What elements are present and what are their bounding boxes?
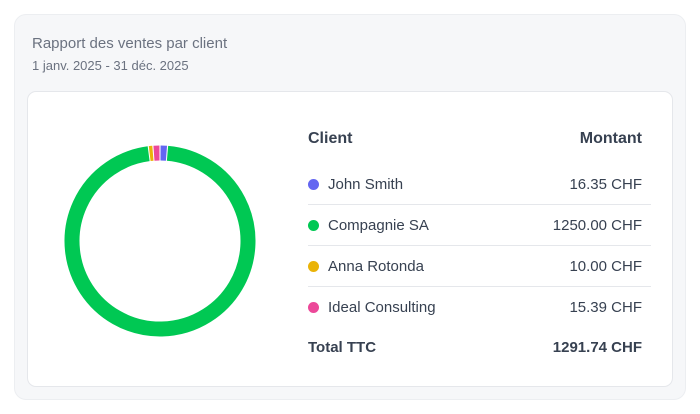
legend-dot bbox=[308, 178, 319, 190]
report-title: Rapport des ventes par client bbox=[32, 35, 228, 52]
report-date-range: 1 janv. 2025 - 31 déc. 2025 bbox=[32, 58, 189, 73]
client-amount: 15.39 CHF bbox=[569, 298, 642, 316]
table-row: John Smith 16.35 CHF bbox=[308, 164, 651, 205]
legend-dot bbox=[308, 219, 319, 231]
sales-table: Client Montant John Smith 16.35 CHF Comp… bbox=[308, 122, 651, 367]
legend-dot bbox=[308, 301, 319, 313]
column-header-amount: Montant bbox=[579, 130, 642, 147]
client-name: John Smith bbox=[328, 175, 404, 193]
report-panel: Client Montant John Smith 16.35 CHF Comp… bbox=[27, 91, 673, 387]
client-amount: 16.35 CHF bbox=[569, 175, 642, 193]
sales-report-card: Rapport des ventes par client 1 janv. 20… bbox=[14, 14, 686, 400]
table-row: Compagnie SA 1250.00 CHF bbox=[308, 205, 651, 246]
client-amount: 10.00 CHF bbox=[569, 257, 642, 275]
total-label: Total TTC bbox=[308, 338, 377, 356]
table-header: Client Montant bbox=[308, 122, 651, 156]
column-header-client: Client bbox=[308, 130, 353, 147]
legend-dot bbox=[308, 260, 319, 272]
client-name: Ideal Consulting bbox=[328, 298, 436, 316]
client-name: Compagnie SA bbox=[328, 216, 429, 234]
donut-chart bbox=[64, 145, 256, 337]
client-amount: 1250.00 CHF bbox=[552, 216, 642, 234]
client-name: Anna Rotonda bbox=[328, 257, 424, 275]
table-row: Ideal Consulting 15.39 CHF bbox=[308, 287, 651, 327]
total-amount: 1291.74 CHF bbox=[552, 338, 642, 356]
donut-slice-compagnie-sa bbox=[64, 145, 256, 337]
total-row: Total TTC 1291.74 CHF bbox=[308, 327, 651, 367]
table-row: Anna Rotonda 10.00 CHF bbox=[308, 246, 651, 287]
